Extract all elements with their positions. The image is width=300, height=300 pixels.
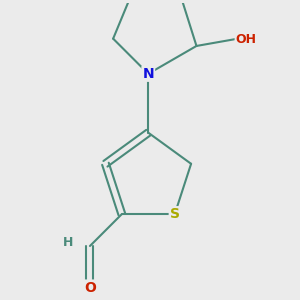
Text: O: O <box>84 280 96 295</box>
Text: OH: OH <box>236 32 256 46</box>
Text: S: S <box>170 207 180 221</box>
Text: N: N <box>142 67 154 81</box>
Text: H: H <box>63 236 74 249</box>
